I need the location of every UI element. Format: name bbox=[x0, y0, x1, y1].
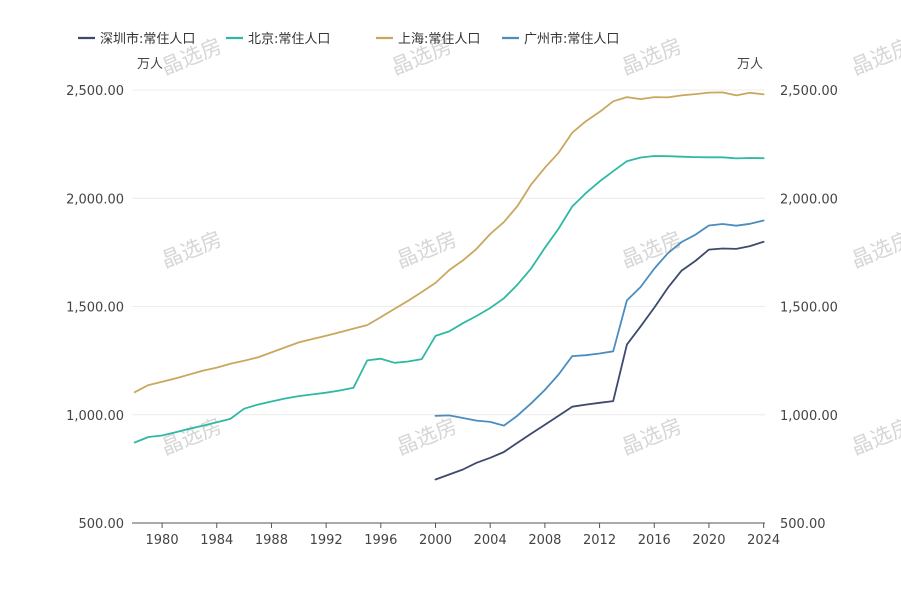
y-tick-label-right: 500.00 bbox=[780, 517, 826, 532]
x-tick-label: 2020 bbox=[692, 533, 725, 548]
left-axis-unit: 万人 bbox=[137, 57, 163, 72]
y-tick-label-right: 2,500.00 bbox=[780, 84, 838, 99]
y-tick-label-left: 2,500.00 bbox=[66, 84, 124, 99]
y-tick-label-right: 1,000.00 bbox=[780, 409, 838, 424]
y-tick-label-right: 2,000.00 bbox=[780, 192, 838, 207]
legend: 深圳市:常住人口 北京:常住人口 上海:常住人口 广州市:常住人口 bbox=[78, 31, 619, 47]
x-tick-label: 1984 bbox=[200, 533, 233, 548]
x-tick-label: 1980 bbox=[146, 533, 179, 548]
series-line-1 bbox=[434, 240, 765, 481]
x-tick-label: 2008 bbox=[528, 533, 561, 548]
y-tick-label-left: 500.00 bbox=[79, 517, 125, 532]
watermark-text: 晶选房 bbox=[618, 414, 685, 460]
watermark-text: 晶选房 bbox=[393, 227, 460, 273]
x-tick-label: 2000 bbox=[419, 533, 452, 548]
watermark-text: 晶选房 bbox=[618, 34, 685, 80]
watermark-text: 晶选房 bbox=[618, 227, 685, 273]
series-lines bbox=[133, 91, 765, 481]
x-tick-label: 2012 bbox=[583, 533, 616, 548]
x-tick-label: 2024 bbox=[747, 533, 780, 548]
series-line-2 bbox=[133, 155, 765, 444]
watermark-text: 晶选房 bbox=[158, 414, 225, 460]
y-tick-label-left: 2,000.00 bbox=[66, 192, 124, 207]
x-tick-label: 1996 bbox=[364, 533, 397, 548]
x-tick-label: 2016 bbox=[638, 533, 671, 548]
legend-label: 北京:常住人口 bbox=[248, 32, 330, 47]
right-axis-unit: 万人 bbox=[737, 57, 763, 72]
watermark-text: 晶选房 bbox=[393, 414, 460, 460]
x-tick-label: 1988 bbox=[255, 533, 288, 548]
series-line-3 bbox=[133, 91, 765, 394]
watermark-text: 晶选房 bbox=[848, 414, 901, 460]
y-tick-label-left: 1,000.00 bbox=[66, 409, 124, 424]
watermark-text: 晶选房 bbox=[848, 227, 901, 273]
x-tick-label: 2004 bbox=[474, 533, 507, 548]
x-tick-label: 1992 bbox=[310, 533, 343, 548]
legend-label: 深圳市:常住人口 bbox=[100, 31, 195, 47]
watermark-text: 晶选房 bbox=[158, 227, 225, 273]
axes: 500.00 500.00 1,000.00 1,000.00 1,500.00 1,50… bbox=[66, 84, 838, 548]
legend-label: 广州市:常住人口 bbox=[524, 31, 619, 47]
y-tick-label-right: 1,500.00 bbox=[780, 301, 838, 316]
legend-label: 上海:常住人口 bbox=[398, 32, 480, 47]
watermark-text: 晶选房 bbox=[848, 34, 901, 80]
y-tick-label-left: 1,500.00 bbox=[66, 301, 124, 316]
series-line-4 bbox=[434, 219, 765, 427]
